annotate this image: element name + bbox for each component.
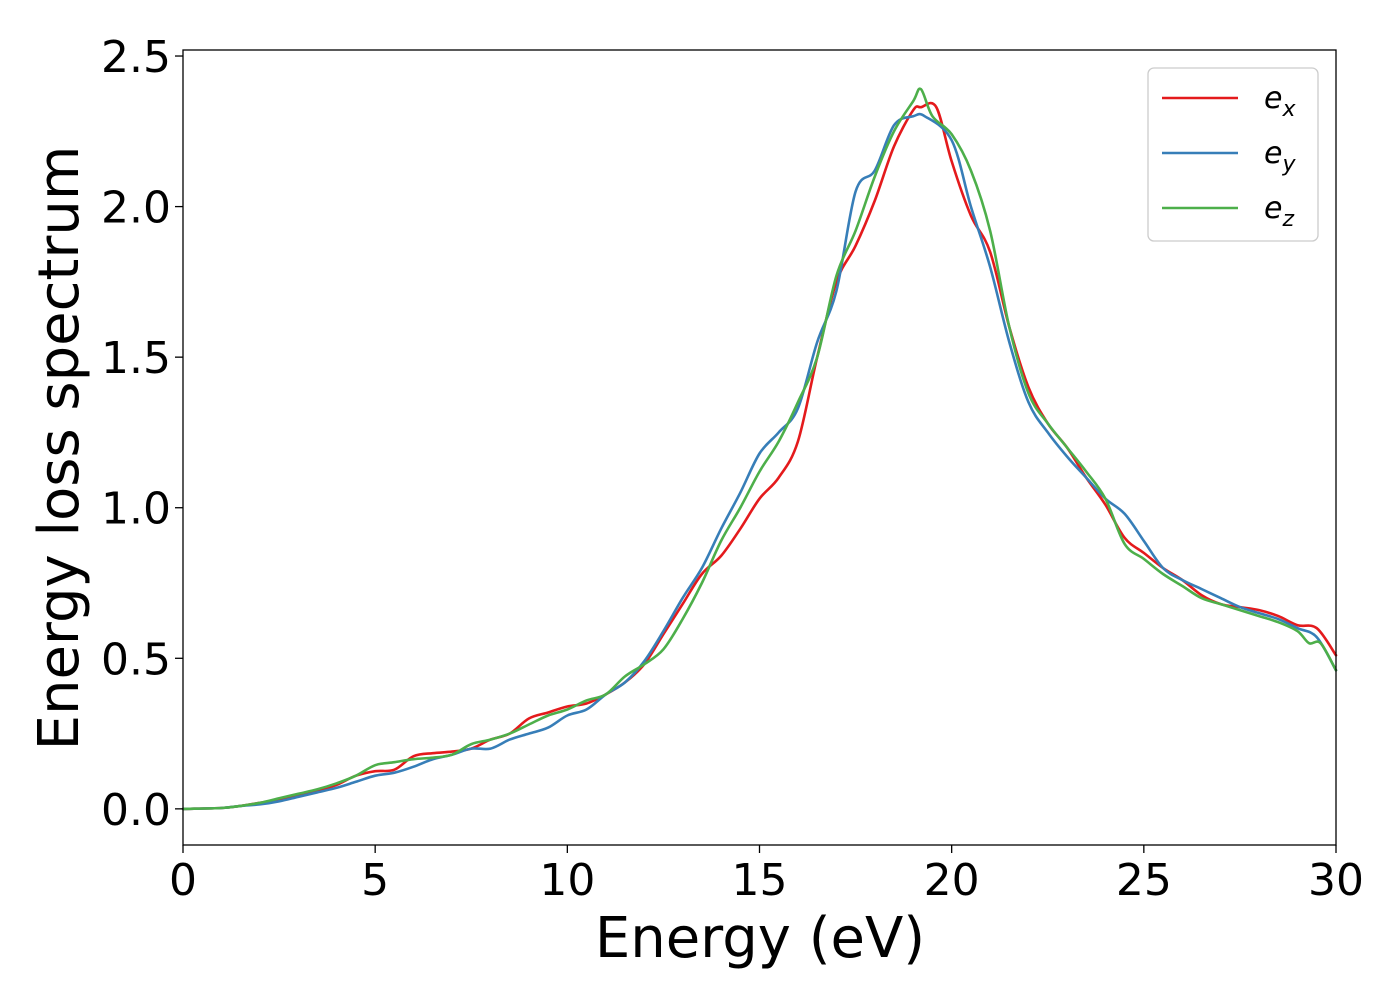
y-tick-label: 0.0 [101, 785, 171, 836]
plot-area [181, 87, 1338, 811]
legend: ex ey ez [1147, 67, 1319, 242]
series-line-ez [181, 87, 1338, 811]
legend-label: ez [1264, 191, 1294, 232]
y-axis-label: Energy loss spectrum [27, 146, 92, 751]
x-tick-label: 0 [169, 855, 197, 906]
series-line-ey [181, 112, 1338, 811]
y-tick-label: 1.5 [101, 333, 171, 384]
x-tick-label: 30 [1308, 855, 1364, 906]
x-axis-label: Energy (eV) [595, 906, 925, 971]
series-line-ex [181, 101, 1338, 811]
legend-box [1147, 67, 1319, 242]
y-tick-label: 2.5 [101, 32, 171, 83]
plot-frame [182, 49, 1337, 846]
y-tick-label: 2.0 [101, 183, 171, 234]
y-tick-label: 1.0 [101, 484, 171, 535]
y-axis: 0.0 0.5 1.0 1.5 2.0 2.5 [101, 32, 183, 836]
x-tick-label: 20 [924, 855, 980, 906]
y-tick-label: 0.5 [101, 634, 171, 685]
x-tick-label: 5 [361, 855, 389, 906]
x-tick-label: 25 [1116, 855, 1172, 906]
x-tick-label: 10 [539, 855, 595, 906]
legend-label: ex [1264, 81, 1296, 122]
x-axis: 0 5 10 15 20 25 30 [169, 845, 1364, 906]
legend-label: ey [1264, 136, 1296, 177]
x-tick-label: 15 [732, 855, 788, 906]
